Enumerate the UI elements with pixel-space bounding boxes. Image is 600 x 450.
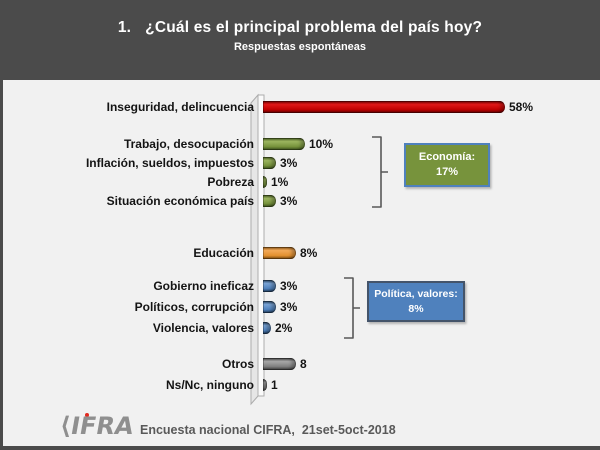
economia-group-label: Economía: [418,151,476,164]
logo-letters: IFRA [68,412,136,440]
category-label: Políticos, corrupción [134,300,254,314]
bar [263,101,505,113]
value-label: 8 [300,357,307,371]
bar [263,176,267,188]
bar [263,322,271,334]
value-label: 8% [300,246,318,260]
category-label: Pobreza [207,175,254,189]
economia-group-value: 17% [435,166,459,178]
bar [263,247,296,259]
title-text: ¿Cuál es el principal problema del país … [145,19,483,36]
bar [263,138,305,150]
value-label: 58% [509,100,534,114]
bar [263,301,276,313]
bottom-border-strip [0,446,600,450]
value-label: 2% [275,321,293,335]
value-label: 3% [280,279,298,293]
politica-bracket [344,277,360,339]
value-label: 3% [280,300,298,314]
page-title: 1. ¿Cuál es el principal problema del paí… [0,19,600,37]
value-label: 3% [280,194,298,208]
survey-caption: Encuesta nacional CIFRA, 21set-5oct-2018 [140,423,396,437]
value-label: 1 [271,378,278,392]
logo-bracket-glyph: ⟨ [60,412,71,440]
header: 1. ¿Cuál es el principal problema del paí… [0,0,600,80]
logo-red-dot-icon [85,413,89,417]
category-label: Situación económica país [106,194,254,208]
bar [263,157,276,169]
bar [263,379,267,391]
category-label: Trabajo, desocupación [123,137,254,151]
cifra-logo: ⟨IFRA [60,412,136,440]
bar [263,195,276,207]
category-label: Inflación, sueldos, impuestos [85,156,254,170]
politica-group-value: 8% [408,302,424,315]
category-label: Gobierno ineficaz [153,279,254,293]
politica-group-box: Política, valores: 8% [367,281,465,322]
axis-wall [250,93,265,406]
value-label: 1% [271,175,289,189]
category-label: Ns/Nc, ninguno [166,378,254,392]
category-label: Otros [221,357,254,371]
bar [263,280,276,292]
category-label: Educación [193,246,254,260]
page-subtitle: Respuestas espontáneas [233,41,367,53]
economia-group-box: Economía: 17% [404,143,490,187]
economia-bracket [372,136,388,208]
value-label: 10% [309,137,334,151]
left-border-strip [0,80,3,450]
category-label: Inseguridad, delincuencia [106,100,254,114]
value-label: 3% [280,156,298,170]
title-number: 1. [117,19,132,36]
politica-group-label: Política, valores: [374,288,458,301]
bar [263,358,296,370]
category-label: Violencia, valores [152,321,254,335]
